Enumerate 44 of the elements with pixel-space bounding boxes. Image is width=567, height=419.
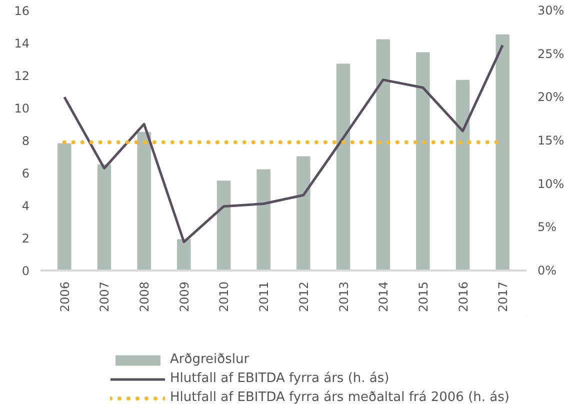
bar <box>58 143 72 270</box>
y-tick-label: 2 <box>22 232 30 246</box>
bar <box>137 132 151 270</box>
y2-tick-label: 5% <box>538 220 557 234</box>
x-tick-label: 2010 <box>217 281 232 312</box>
bar <box>416 52 430 270</box>
y-tick-label: 10 <box>14 102 30 116</box>
y-tick-label: 6 <box>22 166 30 180</box>
x-tick-label: 2008 <box>138 281 152 312</box>
x-tick-label: 2016 <box>456 281 470 312</box>
x-tick-label: 2009 <box>177 281 192 312</box>
x-tick-label: 2012 <box>296 281 311 312</box>
bar <box>456 80 470 270</box>
y-tick-label: 12 <box>14 69 30 83</box>
y2-tick-label: 30% <box>538 4 564 18</box>
line-series <box>63 44 504 244</box>
y-tick-label: 14 <box>14 36 30 50</box>
x-tick-label: 2017 <box>496 281 510 312</box>
y-tick-label: 4 <box>22 199 30 213</box>
x-tick-label: 2015 <box>416 281 430 312</box>
x-tick-label: 2013 <box>336 281 351 312</box>
y2-tick-label: 0% <box>538 264 557 278</box>
bar <box>296 156 310 270</box>
y-tick-label: 16 <box>14 4 30 18</box>
x-tick-label: 2011 <box>257 281 272 312</box>
bar <box>256 169 270 270</box>
x-tick-label: 2006 <box>58 281 72 312</box>
bar <box>177 239 191 270</box>
y2-tick-label: 20% <box>538 90 564 104</box>
y2-tick-label: 10% <box>538 176 564 191</box>
y2-tick-label: 15% <box>538 134 564 148</box>
bar <box>376 39 390 270</box>
bar <box>216 180 231 270</box>
x-tick-label: 2007 <box>98 281 112 312</box>
bar <box>496 34 510 270</box>
bar <box>97 164 112 270</box>
legend-label: Arðgreiðslur <box>170 352 250 367</box>
legend-label: Hlutfall af EBITDA fyrra árs (h. ás) <box>170 371 390 386</box>
y-tick-label: 0 <box>22 264 30 278</box>
y-tick-label: 8 <box>22 134 30 148</box>
bar <box>336 64 350 270</box>
y2-tick-label: 25% <box>538 46 564 61</box>
legend-label: Hlutfall af EBITDA fyrra árs meðaltal frá 2006 (h. ás) <box>170 390 510 405</box>
x-tick-label: 2014 <box>376 281 391 312</box>
